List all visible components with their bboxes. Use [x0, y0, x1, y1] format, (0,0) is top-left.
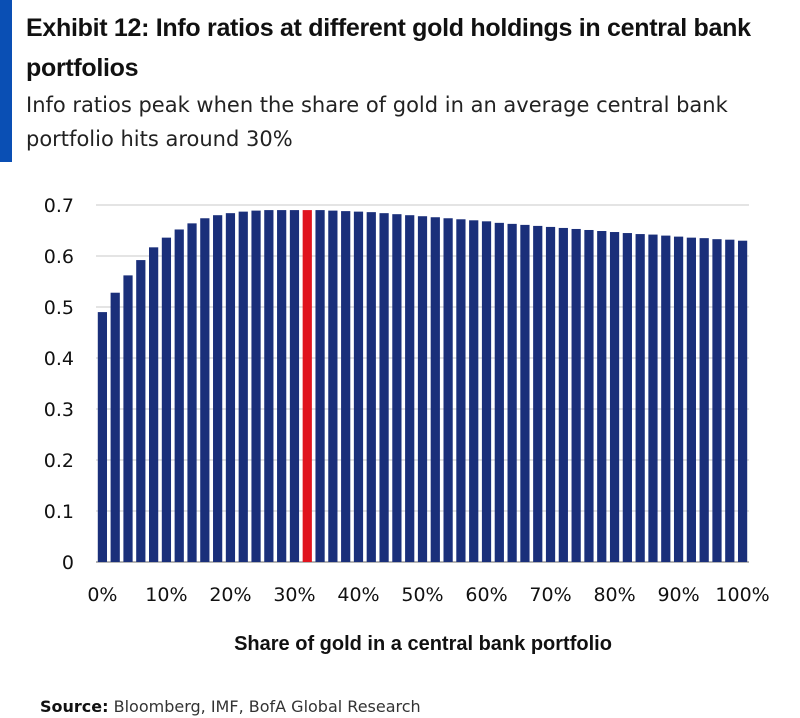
bar: [149, 247, 159, 562]
x-tick-label: 50%: [401, 584, 443, 606]
bars: [97, 210, 748, 563]
bar: [661, 235, 671, 562]
bar: [597, 231, 607, 562]
bar: [123, 275, 133, 562]
highlight-bar: [302, 210, 312, 562]
bar: [187, 223, 197, 563]
source-label: Source:: [40, 697, 109, 716]
bar: [558, 227, 568, 562]
source-note: Source: Bloomberg, IMF, BofA Global Rese…: [40, 697, 421, 716]
x-tick-label: 20%: [209, 584, 251, 606]
y-tick-label: 0.3: [44, 399, 74, 421]
bar: [315, 210, 325, 562]
bar: [737, 240, 748, 562]
bar: [648, 234, 658, 562]
bar: [289, 210, 300, 562]
bar: [392, 214, 402, 562]
bar: [622, 233, 632, 563]
y-tick-label: 0.7: [44, 195, 74, 217]
bar: [238, 211, 248, 562]
bar: [110, 292, 120, 562]
bar: [366, 212, 376, 562]
bar: [584, 229, 594, 562]
x-tick-label: 40%: [337, 584, 379, 606]
exhibit-header: Exhibit 12: Info ratios at different gol…: [0, 0, 800, 162]
bar: [341, 211, 351, 562]
x-tick-label: 90%: [657, 584, 699, 606]
bar: [507, 223, 517, 562]
bar: [405, 215, 415, 562]
bar: [520, 224, 530, 562]
source-text: Bloomberg, IMF, BofA Global Research: [113, 697, 421, 716]
bar: [469, 220, 479, 563]
y-tick-label: 0.1: [44, 501, 74, 523]
bar: [609, 232, 620, 562]
x-tick-label: 30%: [273, 584, 315, 606]
bar: [264, 210, 274, 562]
exhibit-title: Exhibit 12: Info ratios at different gol…: [26, 14, 751, 82]
bar: [379, 213, 389, 562]
x-axis-title: Share of gold in a central bank portfoli…: [234, 633, 612, 655]
bar: [686, 237, 696, 562]
bar: [725, 239, 735, 562]
y-tick-label: 0.5: [44, 297, 74, 319]
bar: [97, 312, 108, 562]
axes: 0 0.1 0.2 0.3 0.4 0.5 0.6 0.7 0% 10% 20% 30% 40% 50% 6…: [44, 195, 770, 606]
bar: [545, 226, 556, 562]
x-tick-label: 60%: [465, 584, 507, 606]
x-tick-label: 100%: [715, 584, 769, 606]
bar: [225, 213, 236, 562]
bar: [635, 234, 645, 562]
x-tick-label: 80%: [593, 584, 635, 606]
accent-bar: [0, 0, 12, 162]
bar: [174, 229, 184, 562]
y-tick-label: 0.2: [44, 450, 74, 472]
bar: [533, 225, 543, 562]
bar-chart: 0 0.1 0.2 0.3 0.4 0.5 0.6 0.7 0% 10% 20% 30% 40% 50% 6…: [44, 195, 770, 655]
bar: [417, 216, 428, 562]
bar: [136, 260, 146, 562]
bar: [353, 211, 364, 562]
x-tick-label: 10%: [145, 584, 187, 606]
bar: [200, 218, 210, 562]
bar: [443, 218, 453, 562]
x-tick-label: 70%: [529, 584, 571, 606]
bar: [161, 237, 172, 562]
chart-area: 0 0.1 0.2 0.3 0.4 0.5 0.6 0.7 0% 10% 20% 30% 40% 50% 6…: [0, 165, 800, 685]
y-tick-label: 0.6: [44, 246, 74, 268]
x-tick-label: 0%: [87, 584, 117, 606]
bar: [481, 221, 492, 562]
bar: [712, 239, 722, 563]
y-tick-label: 0.4: [44, 348, 74, 370]
bar: [430, 217, 440, 563]
y-tick-label: 0: [62, 552, 74, 574]
bar: [277, 210, 287, 562]
bar: [456, 219, 466, 562]
exhibit-subtitle: Info ratios peak when the share of gold …: [26, 93, 728, 151]
bar: [673, 236, 684, 562]
bar: [213, 215, 223, 562]
bar: [699, 238, 709, 562]
bar: [251, 210, 261, 563]
bar: [571, 228, 581, 562]
bar: [494, 222, 504, 562]
bar: [328, 210, 338, 563]
